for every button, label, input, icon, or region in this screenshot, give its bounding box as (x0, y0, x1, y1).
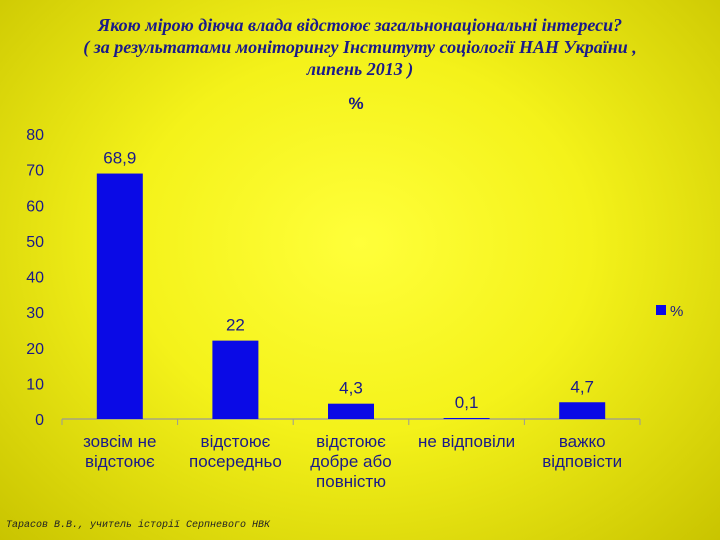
category-label-2-line-1: добре або (310, 452, 391, 471)
data-label-2: 4,3 (339, 379, 363, 398)
y-tick-label-5: 50 (26, 234, 44, 251)
chart-unit-heading: % (348, 94, 364, 113)
bar-4 (559, 402, 606, 419)
category-label-0-line-1: відстоює (85, 452, 155, 471)
bar-2 (328, 403, 374, 419)
y-tick-label-7: 70 (26, 163, 44, 180)
data-label-0: 68,9 (103, 149, 136, 168)
category-label-4-line-1: відповісти (542, 452, 622, 471)
title-line-1: Якою мірою діюча влада відстоює загально… (97, 15, 623, 35)
y-tick-label-4: 40 (26, 270, 44, 287)
data-label-3: 0,1 (455, 393, 479, 412)
title-line-3: липень 2013 ) (306, 59, 414, 79)
category-label-4-line-0: важко (559, 432, 606, 451)
category-label-1-line-1: посередньо (189, 452, 282, 471)
legend-label: % (670, 303, 683, 320)
title-line-2: ( за результатами моніторингу Інституту … (83, 37, 637, 57)
y-tick-label-6: 60 (26, 198, 44, 215)
y-tick-label-2: 20 (26, 341, 44, 358)
category-label-2-line-0: відстоює (316, 432, 386, 451)
category-label-0-line-0: зовсім не (83, 432, 156, 451)
y-tick-label-0: 0 (35, 412, 44, 429)
data-label-1: 22 (226, 316, 245, 335)
bar-1 (212, 340, 259, 419)
category-label-1-line-0: відстоює (201, 432, 271, 451)
bar-0 (96, 173, 143, 419)
data-label-4: 4,7 (570, 377, 594, 396)
legend-swatch (656, 305, 666, 315)
y-tick-label-1: 10 (26, 376, 44, 393)
footer-credit: Тарасов В.В., учитель історії Серпневого… (6, 520, 271, 531)
category-label-3-line-0: не відповіли (418, 432, 515, 451)
chart-title: Якою мірою діюча влада відстоює загально… (0, 14, 720, 80)
category-label-2-line-2: повністю (316, 472, 386, 491)
bar-3 (443, 418, 490, 419)
y-tick-label-8: 80 (26, 127, 44, 144)
y-tick-label-3: 30 (26, 305, 44, 322)
